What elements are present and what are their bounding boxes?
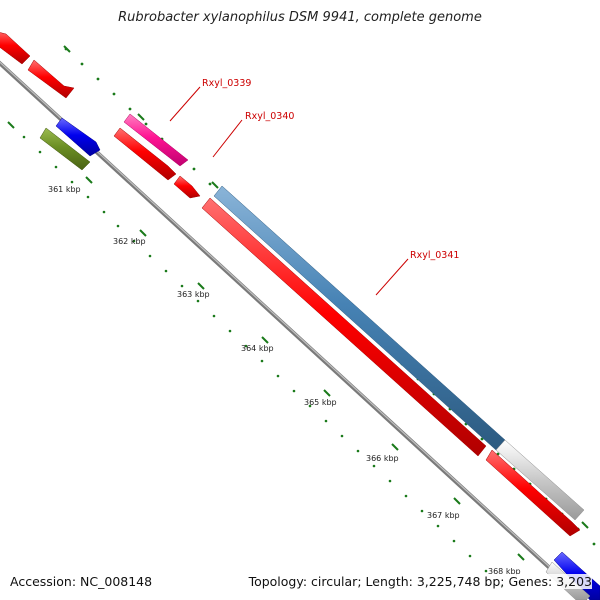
topology-label: Topology: [248,574,308,589]
tick-label-368: 368 kbp [488,567,521,576]
cds-red-top-left[interactable] [0,30,31,65]
accession-value: NC_008148 [80,574,153,589]
cds-red-reverse-1[interactable] [113,127,177,181]
cds-blue-reverse-1[interactable] [55,117,101,157]
cds-magenta-rxyl-0339[interactable] [123,113,189,167]
genome-backbone [0,60,588,600]
gene-label-leaders [169,86,409,296]
genes-value: 3,203 [556,574,592,589]
topology-value: circular; [311,574,362,589]
cds-steelblue-rxyl-0341[interactable] [213,185,506,451]
tick-label-363: 363 kbp [177,290,210,299]
tick-labels: 361 kbp 362 kbp 363 kbp 364 kbp 365 kbp … [48,185,521,576]
genes-label: Genes: [508,574,553,589]
cds-red-lower-reverse[interactable] [485,449,581,537]
map-title: Rubrobacter xylanophilus DSM 9941, compl… [118,10,482,25]
gene-label-rxyl-0341[interactable]: Rxyl_0341 [410,250,459,261]
inner-major-ticks [7,121,525,561]
tick-label-361: 361 kbp [48,185,81,194]
tick-label-362: 362 kbp [113,237,146,246]
tick-label-366: 366 kbp [366,454,399,463]
gene-label-rxyl-0340[interactable]: Rxyl_0340 [245,111,294,122]
genome-stats: Topology: circular; Length: 3,225,748 bp… [248,574,592,589]
forward-strand-features [0,30,585,521]
tick-label-364: 364 kbp [241,344,274,353]
length-value: 3,225,748 bp; [416,574,505,589]
cds-red-forward-1[interactable] [27,59,75,99]
tick-label-365: 365 kbp [304,398,337,407]
inner-tick-track [22,135,504,588]
cds-olive-reverse[interactable] [39,127,91,171]
gene-labels: Rxyl_0339 Rxyl_0340 Rxyl_0341 [202,78,459,261]
accession-label: Accession: [10,574,77,589]
accession-info: Accession: NC_008148 [10,574,152,589]
cds-red-long-reverse[interactable] [201,197,487,457]
cds-red-rxyl-0340[interactable] [173,175,201,199]
tick-label-367: 367 kbp [427,511,460,520]
length-label: Length: [365,574,413,589]
gene-label-rxyl-0339[interactable]: Rxyl_0339 [202,78,251,89]
cds-gray-forward[interactable] [495,439,585,521]
